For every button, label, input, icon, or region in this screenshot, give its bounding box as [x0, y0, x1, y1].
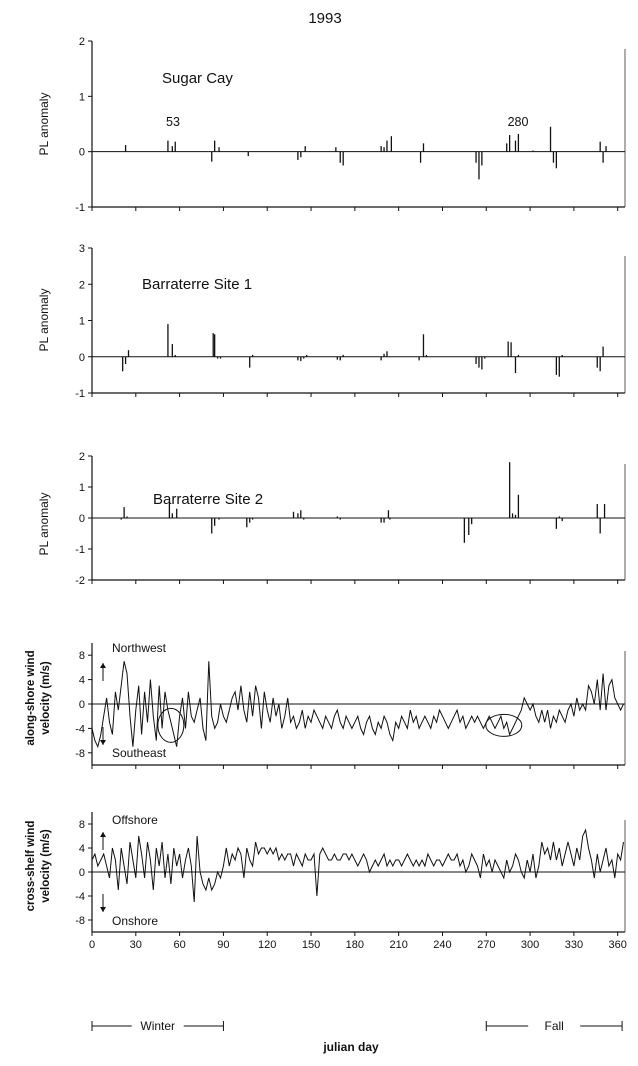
y-tick-label: -2: [75, 575, 85, 587]
x-tick-label: 150: [302, 939, 320, 951]
x-axis-label: julian day: [322, 1040, 379, 1054]
season-brackets: Winter Fall: [91, 1018, 623, 1034]
y-axis-label-cross-shelf-line2: velocity (m/s): [40, 829, 52, 903]
x-tick-label: 240: [433, 939, 451, 951]
y-tick-label: 4: [79, 843, 85, 855]
x-tick-label: 60: [173, 939, 185, 951]
season-label-bg: [528, 1018, 581, 1034]
y-tick-label: 8: [79, 650, 85, 662]
y-tick-label: 1: [79, 482, 85, 494]
y-tick-label: 2: [79, 279, 85, 291]
y-tick-label: 2: [79, 36, 85, 48]
panel-sugar-cay: PL anomaly Sugar Cay 53 280 -1 0 1 2: [37, 36, 626, 214]
circled-event: [157, 707, 185, 743]
label-offshore: Offshore: [112, 813, 158, 827]
x-tick-label: 180: [346, 939, 364, 951]
panel-along-shore-wind: along-shore wind velocity (m/s) Northwes…: [25, 641, 626, 769]
y-tick-label: -1: [75, 202, 85, 214]
x-tick-label: 270: [477, 939, 495, 951]
season-label-fall: Fall: [545, 1019, 564, 1033]
y-tick-label: 0: [79, 699, 85, 711]
x-tick-label: 360: [609, 939, 627, 951]
y-tick-label: 0: [79, 867, 85, 879]
season-label-bg: [131, 1018, 184, 1034]
y-tick-label: -1: [75, 544, 85, 556]
panel-cross-shelf-wind: cross-shelf wind velocity (m/s) Offshore…: [25, 812, 627, 951]
label-southeast: Southeast: [112, 746, 167, 760]
series-line: [91, 661, 624, 749]
y-tick-label: 4: [79, 675, 85, 687]
y-tick-label: 0: [79, 513, 85, 525]
x-tick-label: 30: [130, 939, 142, 951]
x-tick-label: 300: [521, 939, 539, 951]
panel-title-barraterre-site-1: Barraterre Site 1: [142, 276, 252, 293]
y-tick-label: -4: [75, 891, 85, 903]
series-line: [91, 828, 624, 903]
y-axis-label-barraterre-site-1: PL anomaly: [37, 289, 51, 352]
y-tick-label: 2: [79, 451, 85, 463]
annotation-day-53: 53: [166, 115, 180, 129]
x-tick-label: 210: [389, 939, 407, 951]
y-tick-label: -8: [75, 915, 85, 927]
annotation-day-280: 280: [508, 115, 529, 129]
y-tick-label: -1: [75, 388, 85, 400]
y-axis-label-sugar-cay: PL anomaly: [37, 93, 51, 156]
y-tick-label: 1: [79, 316, 85, 328]
y-axis-label-cross-shelf-line1: cross-shelf wind: [25, 821, 37, 912]
season-label-winter: Winter: [140, 1019, 175, 1033]
y-tick-label: -8: [75, 748, 85, 760]
y-tick-label: 0: [79, 147, 85, 159]
circled-event: [485, 713, 523, 737]
arrow-up-head: [100, 663, 106, 668]
y-tick-label: 3: [79, 243, 85, 255]
y-tick-label: 8: [79, 819, 85, 831]
figure-title: 1993: [308, 10, 341, 27]
arrow-down-head: [100, 907, 106, 912]
x-tick-label: 120: [258, 939, 276, 951]
panel-barraterre-site-2: PL anomaly Barraterre Site 2 -2 -1 0 1 2: [37, 451, 626, 587]
y-tick-label: 1: [79, 91, 85, 103]
label-onshore: Onshore: [112, 914, 158, 928]
y-axis-label-along-shore-line1: along-shore wind: [25, 650, 37, 745]
y-axis-label-barraterre-site-2: PL anomaly: [37, 493, 51, 556]
x-tick-label: 0: [89, 939, 95, 951]
x-tick-label: 90: [217, 939, 229, 951]
panel-title-sugar-cay: Sugar Cay: [162, 70, 233, 87]
x-tick-label: 330: [565, 939, 583, 951]
panel-title-barraterre-site-2: Barraterre Site 2: [153, 491, 263, 508]
y-tick-label: 0: [79, 352, 85, 364]
label-northwest: Northwest: [112, 641, 167, 655]
arrow-down-head: [100, 740, 106, 745]
panel-barraterre-site-1: PL anomaly Barraterre Site 1 -1 0 1 2 3: [37, 243, 626, 400]
arrow-up-head: [100, 832, 106, 837]
y-axis-label-along-shore-line2: velocity (m/s): [40, 661, 52, 735]
y-tick-label: -4: [75, 723, 85, 735]
